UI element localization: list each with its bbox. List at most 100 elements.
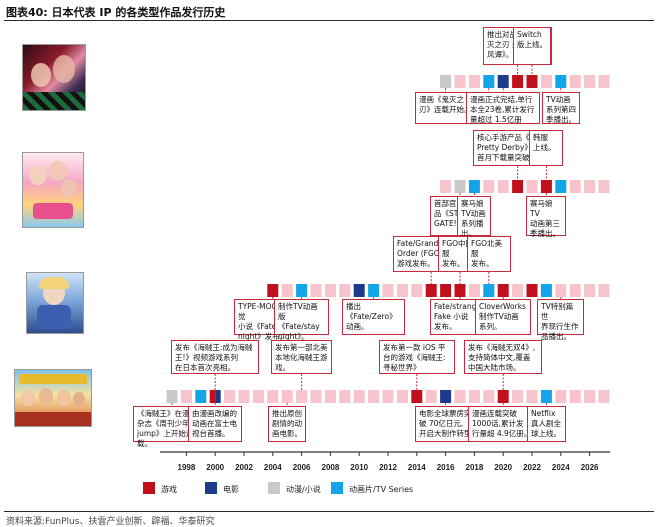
note-bottom-one-piece-3: 电影全球票房突 破 70亿日元, 开启大制作转型 <box>415 406 476 442</box>
timeline-cell-empty <box>324 284 336 297</box>
timeline-cell-empty <box>180 390 192 403</box>
timeline-cell-anime <box>296 284 308 297</box>
legend-swatch-film <box>205 482 217 494</box>
timeline-cell-empty <box>526 180 538 193</box>
timeline-cell-game <box>540 180 552 193</box>
x-tick-label: 2016 <box>437 463 455 472</box>
note-bottom-demon-slayer-3: TV动画 系列第四 季播出。 <box>542 92 580 124</box>
timeline-cell-empty <box>368 390 380 403</box>
timeline-cell-film <box>497 75 509 88</box>
legend-label-game: 游戏 <box>161 484 177 494</box>
timeline-cell-empty <box>454 75 466 88</box>
timeline-cell-anime <box>483 284 495 297</box>
note-bottom-uma-musume-2: 赛马娘TV 动画第三 季播出。 <box>526 196 566 238</box>
timeline-cell-manga <box>166 390 178 403</box>
timeline-cell-empty <box>310 390 322 403</box>
timeline-cell-game <box>512 180 524 193</box>
timeline-cell-anime <box>540 390 552 403</box>
x-tick-label: 2004 <box>264 463 282 472</box>
timeline-cell-empty <box>296 390 308 403</box>
note-bottom-one-piece-1: 由漫画改编的 动画在富士电 视台首播。 <box>188 406 242 442</box>
note-bottom-fate-5: TV特别篇世 界现行生作 品播出。 <box>537 299 584 341</box>
timeline-cell-empty <box>555 390 567 403</box>
timeline-cell-empty <box>224 390 236 403</box>
timeline-cell-film <box>353 284 365 297</box>
timeline-cell-game <box>497 390 509 403</box>
timeline-cell-empty <box>396 390 408 403</box>
footer-rule <box>4 511 654 512</box>
legend-swatch-game <box>143 482 155 494</box>
timeline-cell-empty <box>598 284 610 297</box>
timeline-cell-game <box>267 284 279 297</box>
timeline-cell-empty <box>584 180 596 193</box>
timeline-cell-anime <box>195 390 207 403</box>
timeline-cell-game <box>497 284 509 297</box>
legend-label-anime: 动画片/TV Series <box>349 484 413 494</box>
timeline-cell-empty <box>526 390 538 403</box>
timeline-cell-empty <box>353 390 365 403</box>
timeline-cell-empty <box>555 284 567 297</box>
timeline-cell-empty <box>310 284 322 297</box>
x-tick-label: 2006 <box>293 463 311 472</box>
timeline-cell-empty <box>468 284 480 297</box>
timeline-cell-empty <box>483 390 495 403</box>
timeline-cell-empty <box>598 75 610 88</box>
timeline-cell-manga <box>454 180 466 193</box>
x-tick-label: 2008 <box>322 463 340 472</box>
timeline-cell-empty <box>425 390 437 403</box>
timeline-cell-empty <box>411 284 423 297</box>
timeline-cell-empty <box>540 75 552 88</box>
legend-label-film: 电影 <box>223 484 239 494</box>
timeline-cell-empty <box>339 390 351 403</box>
source-note: 资料来源:FunPlus、扶雲产业创新、辟福、华泰研究 <box>6 517 215 527</box>
note-top-one-piece-0: 发布《海贼王:成为海贼 王!》视频游戏系列 在日本首次亮相。 <box>171 340 259 374</box>
timeline-cell-empty <box>281 390 293 403</box>
timeline-cell-empty <box>483 180 495 193</box>
timeline-cell-empty <box>584 390 596 403</box>
x-tick-label: 2002 <box>235 463 253 472</box>
timeline-cell-game <box>526 284 538 297</box>
timeline-cell-empty <box>497 180 509 193</box>
timeline-cell-empty <box>569 180 581 193</box>
timeline-cell-empty <box>281 284 293 297</box>
timeline-cell-empty <box>584 75 596 88</box>
timeline-cell-game <box>209 390 216 403</box>
x-tick-label: 2000 <box>206 463 224 472</box>
note-top-fate-2: FGO北美服 发布。 <box>467 236 511 272</box>
figure-title: 图表40: 日本代表 IP 的各类型作品发行历史 <box>6 6 226 19</box>
x-tick-label: 2018 <box>466 463 484 472</box>
timeline-cell-manga <box>440 75 452 88</box>
timeline-cell-game <box>440 284 452 297</box>
timeline-cell-empty <box>339 284 351 297</box>
timeline-cell-anime <box>368 284 380 297</box>
demon-slayer-cover-image <box>22 44 86 111</box>
timeline-cell-empty <box>454 390 466 403</box>
uma-musume-cover-image <box>22 152 84 228</box>
timeline-cell-empty <box>252 390 264 403</box>
timeline-cell-empty <box>598 180 610 193</box>
timeline-cell-empty <box>584 284 596 297</box>
note-bottom-uma-musume-1: 赛马娘 TV动画 系列播 出。 <box>457 196 491 238</box>
note-bottom-fate-1: 制作TV动画版 《Fate/stay night》。 <box>274 299 329 341</box>
timeline-cell-empty <box>267 390 279 403</box>
timeline-cell-empty <box>440 180 452 193</box>
note-bottom-demon-slayer-2: 漫画正式完结,单行 本全23卷,累计发行 量超过 1.5亿册 <box>466 92 540 124</box>
timeline-cell-empty <box>382 390 394 403</box>
timeline-cell-anime <box>483 75 495 88</box>
timeline-cell-empty <box>396 284 408 297</box>
x-tick-label: 2012 <box>379 463 397 472</box>
legend-swatch-manga <box>268 482 280 494</box>
note-bottom-one-piece-5: Netflix 真人剧全 球上线。 <box>527 406 566 442</box>
legend-label-manga: 动漫/小说 <box>286 484 321 494</box>
note-top-demon-slayer-1: Switch 版上线。 <box>513 27 551 65</box>
note-bottom-fate-4: CloverWorks 制作TV动画 系列。 <box>475 299 531 335</box>
x-tick-label: 2026 <box>581 463 599 472</box>
timeline-cell-empty <box>324 390 336 403</box>
timeline-cell-empty <box>569 284 581 297</box>
x-tick-label: 2020 <box>494 463 512 472</box>
note-top-one-piece-2: 发布第一款 iOS 平 台的游戏《海贼王: 寻秘世界》 <box>379 340 455 374</box>
timeline-cell-empty <box>512 390 524 403</box>
timeline-cell-game <box>512 75 524 88</box>
timeline-cell-empty <box>512 284 524 297</box>
timeline-cell-empty <box>598 390 610 403</box>
